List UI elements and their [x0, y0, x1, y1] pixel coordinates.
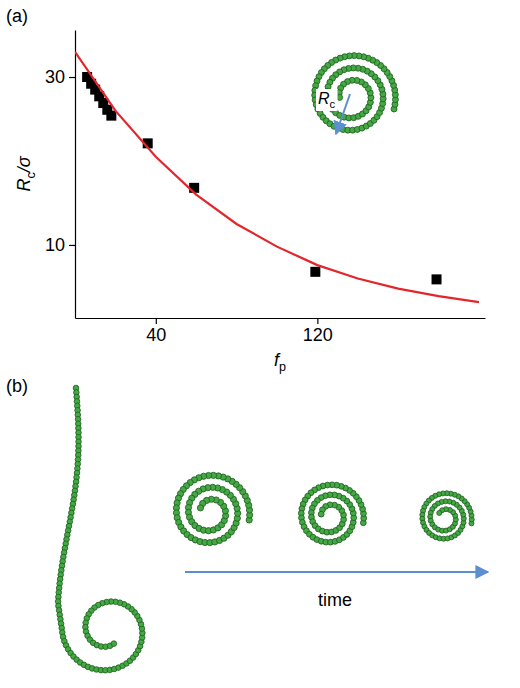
- coiled-chain: [420, 491, 474, 542]
- bead: [318, 511, 324, 517]
- tick: 10: [45, 235, 75, 255]
- tick: 40: [146, 318, 166, 345]
- panel-label: (b): [6, 376, 28, 396]
- axis-line: [75, 31, 76, 319]
- tick-label: 30: [45, 67, 65, 87]
- inset-label: Rc: [318, 90, 336, 110]
- radius-arrow: [336, 94, 350, 134]
- tick-mark: [69, 77, 75, 78]
- point: [310, 267, 320, 277]
- figure: (a) 40 120 10 30 Rc/σ fp Rc (b) time: [0, 0, 520, 688]
- y-axis: 10 30: [45, 31, 76, 319]
- tick-mark: [69, 245, 75, 246]
- plot-area: [75, 52, 479, 302]
- y-axis-title: Rc/σ: [14, 155, 38, 191]
- fit-curve: [75, 52, 479, 302]
- tick-label: 10: [45, 235, 65, 255]
- tick: 30: [45, 67, 75, 87]
- panel-label: (a): [6, 6, 28, 26]
- tick: 120: [303, 318, 333, 345]
- point: [432, 274, 442, 284]
- bead: [197, 505, 203, 511]
- inset-label-group: Rc: [316, 89, 338, 111]
- axis-line: [76, 318, 486, 319]
- point: [106, 111, 116, 121]
- tick-mark: [156, 318, 157, 324]
- tick-mark: [317, 318, 318, 324]
- extended-chain: [55, 385, 145, 673]
- time-arrow: [185, 571, 488, 573]
- inset-spiral: [312, 53, 399, 134]
- coiled-chain: [173, 472, 252, 545]
- label-background: [316, 89, 338, 111]
- coiled-chain: [298, 482, 366, 545]
- time-label: time: [318, 590, 352, 610]
- x-axis-title: fp: [274, 350, 286, 374]
- x-axis: 40 120: [76, 318, 486, 345]
- tick-label: 40: [146, 325, 166, 345]
- tick-label: 120: [303, 325, 333, 345]
- bead: [437, 510, 442, 515]
- bead: [111, 641, 117, 647]
